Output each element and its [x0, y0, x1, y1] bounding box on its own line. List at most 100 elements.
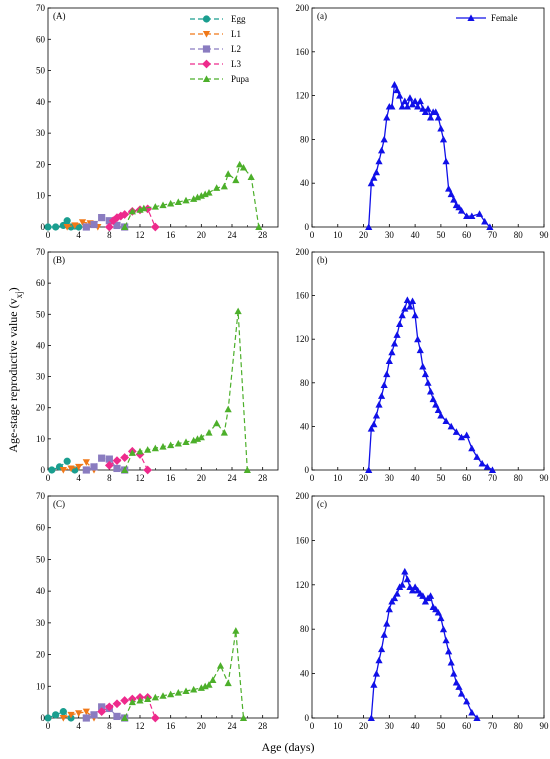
data-point — [52, 223, 60, 231]
y-tick-label: 30 — [36, 128, 46, 138]
x-tick-label: 20 — [359, 230, 369, 240]
data-point — [450, 196, 458, 203]
data-point — [447, 658, 455, 666]
data-point — [182, 438, 190, 445]
data-point — [375, 157, 383, 165]
data-point — [159, 201, 167, 209]
data-point — [121, 466, 129, 473]
data-point — [388, 102, 396, 110]
data-point — [205, 429, 213, 436]
y-tick-label: 0 — [41, 222, 46, 232]
data-point — [442, 157, 450, 165]
x-tick-label: 40 — [411, 473, 421, 483]
data-point — [82, 466, 90, 474]
y-tick-label: 80 — [300, 134, 310, 144]
x-tick-label: 80 — [514, 721, 524, 731]
x-tick-label: 24 — [228, 473, 238, 483]
data-point — [411, 97, 419, 105]
x-tick-label: 60 — [462, 721, 472, 731]
y-tick-label: 40 — [300, 421, 310, 431]
x-tick-label: 12 — [136, 230, 145, 240]
data-point — [128, 207, 136, 215]
series-female — [365, 81, 494, 230]
x-tick-label: 20 — [359, 473, 369, 483]
data-point — [380, 381, 388, 388]
series-l1 — [63, 219, 102, 231]
data-point — [432, 401, 440, 408]
x-tick-label: 12 — [136, 473, 145, 483]
data-point — [473, 714, 481, 721]
data-point — [190, 685, 198, 693]
data-point — [372, 168, 381, 176]
data-point — [401, 97, 409, 105]
data-point — [150, 222, 160, 232]
data-point — [59, 708, 67, 716]
x-tick-label: 24 — [228, 721, 238, 731]
data-point — [112, 699, 122, 709]
data-point — [367, 179, 375, 187]
x-tick-label: 30 — [385, 230, 395, 240]
data-point — [151, 444, 159, 452]
data-point — [406, 302, 414, 310]
data-point — [159, 692, 167, 699]
series-line — [51, 460, 76, 471]
y-tick-label: 40 — [36, 340, 46, 350]
data-point — [416, 97, 424, 105]
series-line — [124, 311, 248, 471]
series-line — [124, 630, 245, 719]
data-point — [457, 689, 466, 697]
y-tick-label: 10 — [36, 434, 46, 444]
y-tick-label: 60 — [36, 523, 46, 533]
legend-label: Female — [491, 13, 518, 23]
data-point — [113, 712, 121, 721]
data-point — [44, 714, 52, 722]
data-point — [98, 214, 106, 222]
y-tick-label: 60 — [36, 278, 46, 288]
legend: Egg L1 L2 L3 Pupa — [190, 14, 249, 84]
data-point — [236, 160, 244, 168]
legend: Female — [456, 13, 518, 23]
panel-label: (a) — [317, 11, 327, 21]
x-tick-label: 50 — [436, 230, 446, 240]
data-point — [424, 105, 432, 112]
data-point — [424, 379, 432, 386]
data-point — [380, 631, 388, 638]
data-point — [112, 213, 122, 223]
panel-label: (b) — [317, 255, 328, 265]
panel-b: (b) 0 40 80 120 160 200 0 10 20 30 40 50 60 70 80 90 — [296, 247, 550, 483]
y-tick-label: 70 — [36, 247, 46, 257]
data-point — [457, 206, 466, 214]
series-female — [367, 567, 481, 721]
data-point — [239, 714, 248, 721]
data-point — [48, 466, 56, 474]
y-tick-label: 40 — [36, 97, 46, 107]
y-tick-label: 50 — [36, 309, 46, 319]
data-point — [105, 455, 113, 463]
legend-label: L3 — [231, 59, 241, 69]
data-point — [82, 708, 90, 716]
data-point — [445, 185, 453, 192]
x-tick-label: 8 — [107, 473, 112, 483]
data-point — [463, 431, 471, 439]
legend-marker — [202, 59, 211, 69]
series-pupa — [121, 160, 263, 230]
panel-a: (a) 0 40 80 120 160 200 0 10 20 30 40 50 60 70 80 90 Fema… — [296, 3, 550, 240]
x-tick-label: 0 — [46, 721, 51, 731]
y-tick-label: 20 — [36, 159, 46, 169]
data-point — [385, 357, 393, 364]
data-point — [67, 711, 75, 719]
data-point — [403, 102, 411, 110]
data-point — [406, 94, 414, 101]
panel-label: (A) — [53, 11, 66, 21]
x-tick-label: 4 — [76, 230, 81, 240]
panel-C: (C) 0 10 20 30 40 50 60 70 0 4 8 12 16 20 24 28 — [36, 491, 279, 731]
data-point — [372, 670, 381, 677]
x-tick-label: 16 — [166, 230, 176, 240]
data-point — [197, 433, 205, 441]
data-point — [445, 647, 453, 655]
data-point — [408, 297, 417, 305]
data-point — [234, 307, 242, 315]
x-tick-label: 0 — [310, 473, 315, 483]
legend-marker — [202, 75, 211, 82]
data-point — [255, 223, 263, 230]
